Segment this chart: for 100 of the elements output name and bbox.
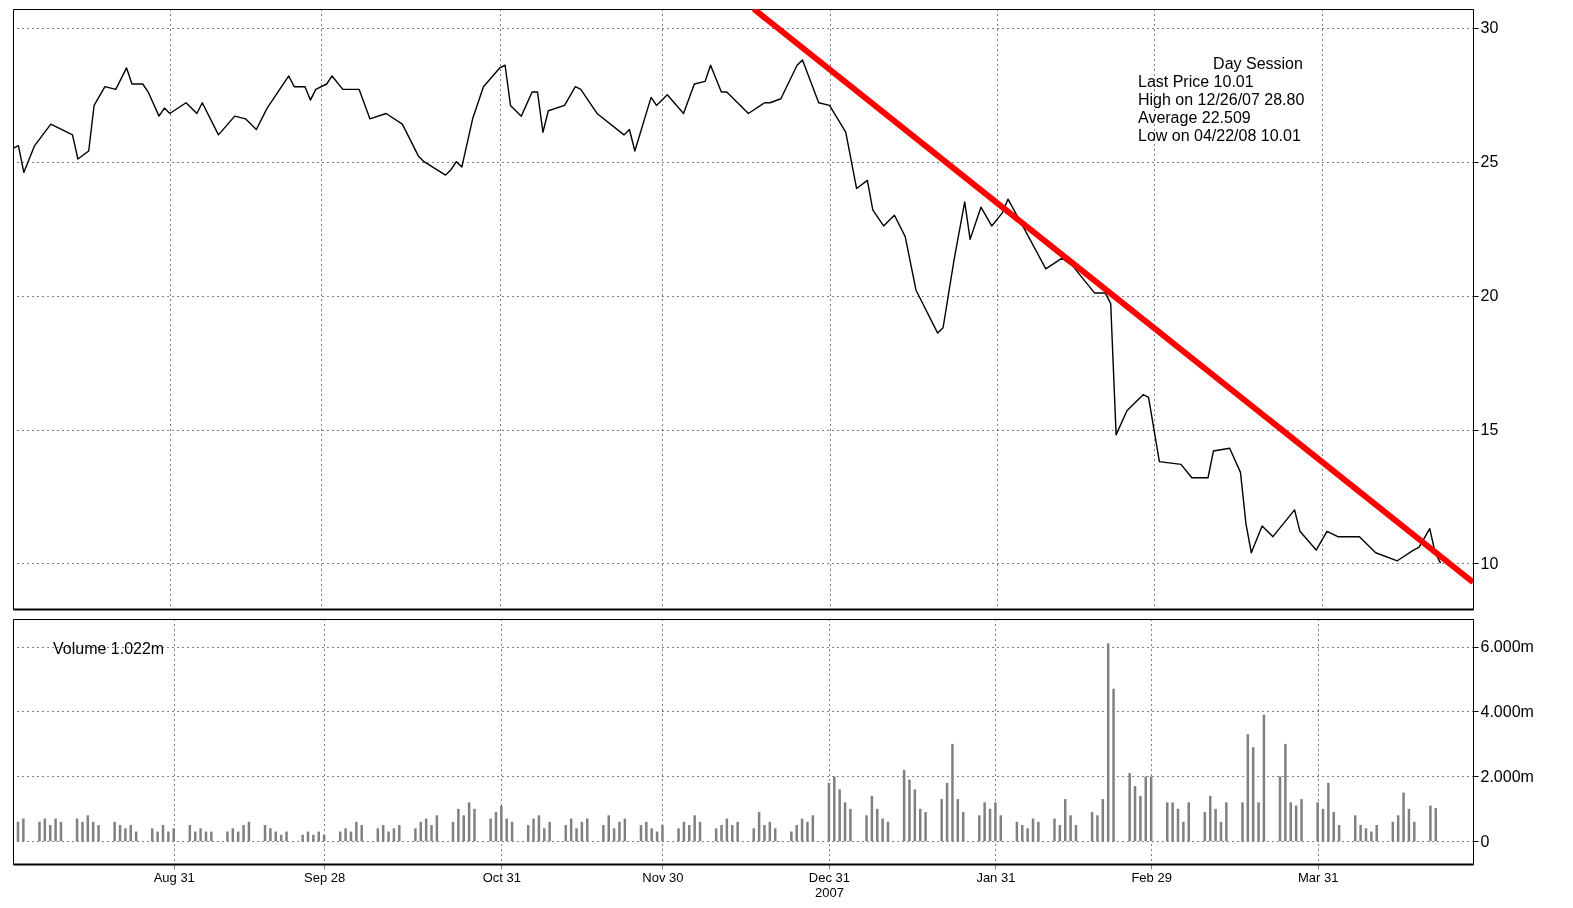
bar — [586, 818, 589, 842]
bar — [156, 831, 159, 842]
bar — [500, 805, 503, 842]
bar — [199, 828, 202, 842]
bar — [548, 821, 551, 842]
x-tick-label: Oct 31 — [482, 869, 521, 885]
y-tick-label: 10 — [1480, 554, 1499, 572]
bar — [849, 808, 852, 842]
bar — [1402, 792, 1405, 842]
bar — [1413, 821, 1416, 842]
bar — [532, 818, 535, 842]
bar — [994, 802, 997, 842]
annotation: Volume 1.022m — [53, 640, 165, 657]
bar — [355, 821, 358, 842]
bar — [693, 815, 696, 842]
bar — [543, 828, 546, 842]
bar — [505, 818, 508, 842]
bar — [983, 802, 986, 842]
x-tick-label: Dec 31 2007 — [808, 869, 851, 900]
annotation: Average 22.509 — [1138, 109, 1251, 126]
bar — [1166, 802, 1169, 842]
bar — [833, 776, 836, 842]
bar — [1332, 812, 1335, 842]
bar — [344, 828, 347, 842]
y-tick-label: 0 — [1480, 832, 1490, 850]
y-tick-label: 30 — [1480, 19, 1499, 37]
bar — [1257, 802, 1260, 842]
bar — [1182, 821, 1185, 842]
bar — [38, 821, 41, 842]
bar — [951, 743, 954, 842]
bar — [1429, 805, 1432, 842]
bar — [54, 818, 57, 842]
bar — [602, 825, 605, 842]
bar — [1370, 831, 1373, 842]
bar — [650, 828, 653, 842]
bar — [457, 808, 460, 842]
bar — [1187, 802, 1190, 842]
bar — [688, 825, 691, 842]
bar — [1359, 825, 1362, 842]
bar — [285, 831, 288, 842]
bar — [226, 831, 229, 842]
bar — [172, 828, 175, 842]
bar — [645, 821, 648, 842]
bar — [167, 831, 170, 842]
bar — [618, 821, 621, 842]
y-tick-label: 6.000m — [1480, 638, 1534, 656]
bar — [1112, 688, 1115, 842]
bar — [360, 825, 363, 842]
bar — [312, 834, 315, 842]
bar — [1053, 818, 1056, 842]
bar — [242, 825, 245, 842]
bar — [881, 818, 884, 842]
bar — [795, 825, 798, 842]
bar — [736, 821, 739, 842]
x-tick-label: Jan 31 — [976, 869, 1016, 885]
bar — [81, 821, 84, 842]
bar — [124, 828, 127, 842]
y-tick-label: 2.000m — [1480, 767, 1534, 785]
bar — [1214, 808, 1217, 842]
bar — [398, 825, 401, 842]
bar — [790, 831, 793, 842]
y-tick-label: 25 — [1480, 153, 1499, 171]
bar — [865, 815, 868, 842]
bar — [575, 828, 578, 842]
bar — [1026, 828, 1029, 842]
bar — [22, 818, 25, 842]
bar — [731, 825, 734, 842]
bar — [838, 789, 841, 842]
y-tick-label: 4.000m — [1480, 702, 1534, 720]
bar — [151, 828, 154, 842]
bar — [720, 825, 723, 842]
bar — [414, 828, 417, 842]
bar — [677, 828, 680, 842]
bar — [763, 825, 766, 842]
bar — [473, 808, 476, 842]
bar — [1375, 825, 1378, 842]
bar — [269, 828, 272, 842]
bar — [1096, 815, 1099, 842]
bar — [1284, 743, 1287, 842]
x-tick-label: Feb 29 — [1131, 869, 1172, 885]
bar — [97, 825, 100, 842]
bar — [1316, 802, 1319, 842]
bar — [317, 831, 320, 842]
bar — [1327, 782, 1330, 842]
bar — [1225, 802, 1228, 842]
bar — [752, 828, 755, 842]
bar — [301, 834, 304, 842]
bar — [607, 815, 610, 842]
bar — [1069, 815, 1072, 842]
bar — [113, 821, 116, 842]
annotation: Day Session — [1213, 55, 1303, 72]
y-tick-label: 15 — [1480, 421, 1499, 439]
bar — [806, 821, 809, 842]
bar — [1300, 799, 1303, 842]
bar — [908, 779, 911, 842]
bar — [924, 812, 927, 842]
x-tick-label: Aug 31 — [153, 869, 195, 885]
y-tick-label: 20 — [1480, 287, 1499, 305]
x-tick-label: Nov 30 — [642, 869, 684, 885]
annotation: High on 12/26/07 28.80 — [1138, 91, 1305, 108]
